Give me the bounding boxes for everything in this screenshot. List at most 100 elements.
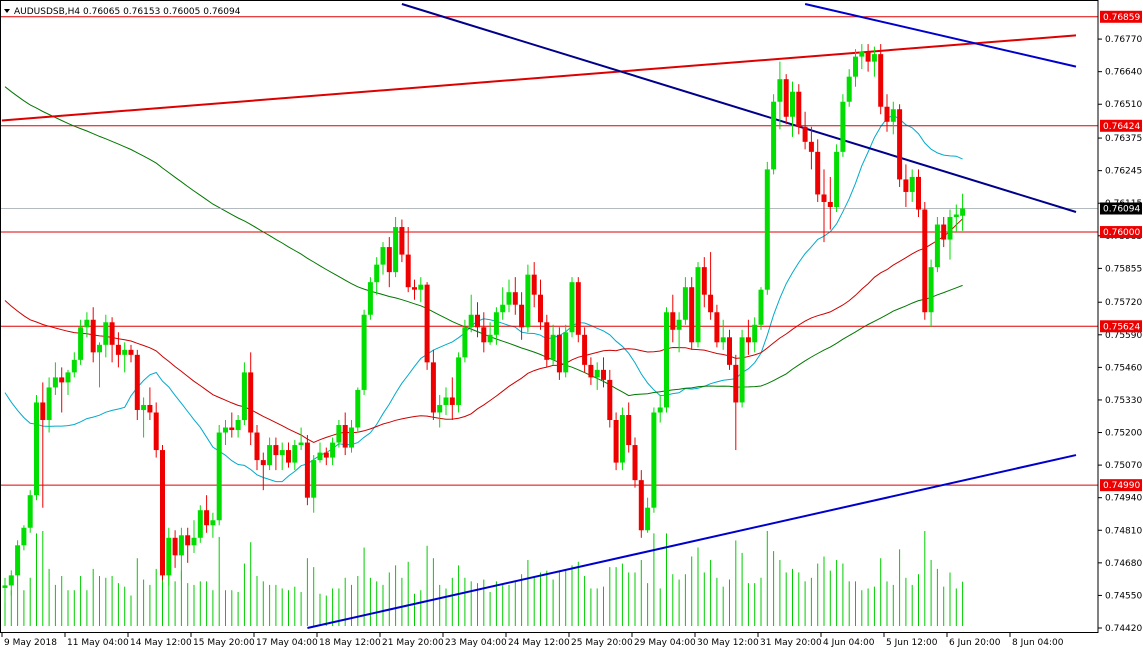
candle-body bbox=[764, 169, 770, 290]
candle bbox=[21, 525, 27, 551]
candle bbox=[815, 139, 821, 202]
candle bbox=[349, 420, 354, 453]
candle-body bbox=[670, 312, 676, 330]
candle bbox=[928, 259, 934, 328]
candle-body bbox=[40, 402, 46, 420]
candle bbox=[783, 74, 789, 125]
candle bbox=[790, 81, 795, 137]
candle bbox=[664, 307, 669, 413]
level-price-tag-text: 0.76000 bbox=[1103, 228, 1140, 238]
price-tick-label: 0.76375 bbox=[1105, 134, 1142, 144]
candle bbox=[846, 69, 852, 107]
candle-body bbox=[808, 141, 814, 152]
candle-body bbox=[46, 387, 52, 420]
chart-frame bbox=[0, 0, 1099, 633]
candle-body bbox=[676, 319, 682, 330]
candle bbox=[342, 412, 348, 456]
collapse-triangle-icon[interactable] bbox=[4, 9, 10, 13]
candle bbox=[808, 126, 814, 170]
candle bbox=[2, 577, 8, 603]
candle-body bbox=[134, 354, 140, 410]
candle-body bbox=[103, 322, 109, 345]
candle-body bbox=[141, 404, 147, 410]
candle-body bbox=[695, 267, 701, 343]
price-tick-label: 0.75330 bbox=[1105, 396, 1142, 406]
candle-body bbox=[475, 314, 480, 328]
candle bbox=[462, 319, 468, 363]
candle-body bbox=[582, 334, 588, 365]
candle-body bbox=[903, 179, 909, 192]
candle-body bbox=[204, 510, 210, 526]
price-tick-label: 0.75460 bbox=[1105, 363, 1142, 373]
candle bbox=[204, 495, 210, 533]
candle bbox=[361, 309, 367, 395]
candle-body bbox=[538, 294, 543, 323]
time-tick-label: 29 May 04:00 bbox=[634, 638, 696, 648]
trendline[interactable] bbox=[401, 3, 1077, 213]
candle bbox=[481, 312, 487, 353]
candle bbox=[626, 402, 632, 453]
candle bbox=[500, 287, 506, 320]
candle-body bbox=[588, 364, 594, 378]
candle bbox=[519, 292, 525, 340]
candle-body bbox=[122, 349, 128, 355]
candle-body bbox=[367, 282, 373, 315]
candle-body bbox=[796, 91, 802, 127]
candle bbox=[323, 447, 329, 466]
candle bbox=[525, 264, 531, 333]
candle bbox=[34, 394, 39, 501]
candle-body bbox=[27, 495, 33, 528]
candle-body bbox=[292, 445, 298, 463]
candle bbox=[78, 319, 84, 365]
candle bbox=[695, 262, 701, 348]
candle-body bbox=[386, 247, 392, 273]
candle-body bbox=[260, 460, 266, 466]
candle bbox=[708, 252, 714, 320]
trendlines[interactable] bbox=[1, 3, 1077, 629]
candle-body bbox=[311, 460, 317, 498]
candle-body bbox=[254, 432, 260, 461]
candle-body bbox=[840, 101, 846, 152]
candle bbox=[714, 304, 720, 348]
candle bbox=[355, 387, 361, 433]
candle bbox=[909, 169, 915, 202]
candle bbox=[619, 407, 625, 471]
time-tick-label: 25 May 20:00 bbox=[571, 638, 633, 648]
candle-body bbox=[525, 274, 531, 328]
candle bbox=[122, 342, 128, 373]
trendline[interactable] bbox=[307, 454, 1077, 629]
current-price-tag: 0.76094 bbox=[1100, 202, 1142, 215]
level-price-tag-box bbox=[1100, 479, 1142, 492]
candle bbox=[437, 394, 443, 428]
candle-body bbox=[783, 79, 789, 117]
candle bbox=[613, 412, 619, 471]
price-tick-label: 0.74680 bbox=[1105, 559, 1142, 569]
candle bbox=[128, 344, 134, 363]
trendline[interactable] bbox=[1, 34, 1077, 122]
candle bbox=[550, 324, 556, 365]
candle bbox=[582, 327, 588, 373]
candle bbox=[223, 420, 228, 446]
time-tick-label: 11 May 04:00 bbox=[67, 638, 129, 648]
price-tick-label: 0.76245 bbox=[1105, 167, 1142, 177]
candle bbox=[59, 367, 65, 413]
candle-body bbox=[412, 287, 417, 290]
trendline[interactable] bbox=[804, 3, 1077, 68]
candle bbox=[15, 540, 21, 581]
candle bbox=[601, 357, 606, 388]
candle-body bbox=[462, 327, 468, 358]
candle bbox=[771, 94, 777, 175]
candle-body bbox=[481, 327, 487, 343]
price-tick-label: 0.75070 bbox=[1105, 461, 1142, 471]
candle-body bbox=[449, 397, 455, 405]
candle-body bbox=[594, 369, 600, 378]
candle-body bbox=[78, 327, 84, 360]
candle bbox=[191, 520, 197, 553]
candle-body bbox=[960, 208, 966, 216]
candle bbox=[865, 44, 871, 72]
time-tick-label: 18 May 12:00 bbox=[319, 638, 381, 648]
candle bbox=[538, 279, 543, 330]
candle-body bbox=[286, 450, 291, 463]
